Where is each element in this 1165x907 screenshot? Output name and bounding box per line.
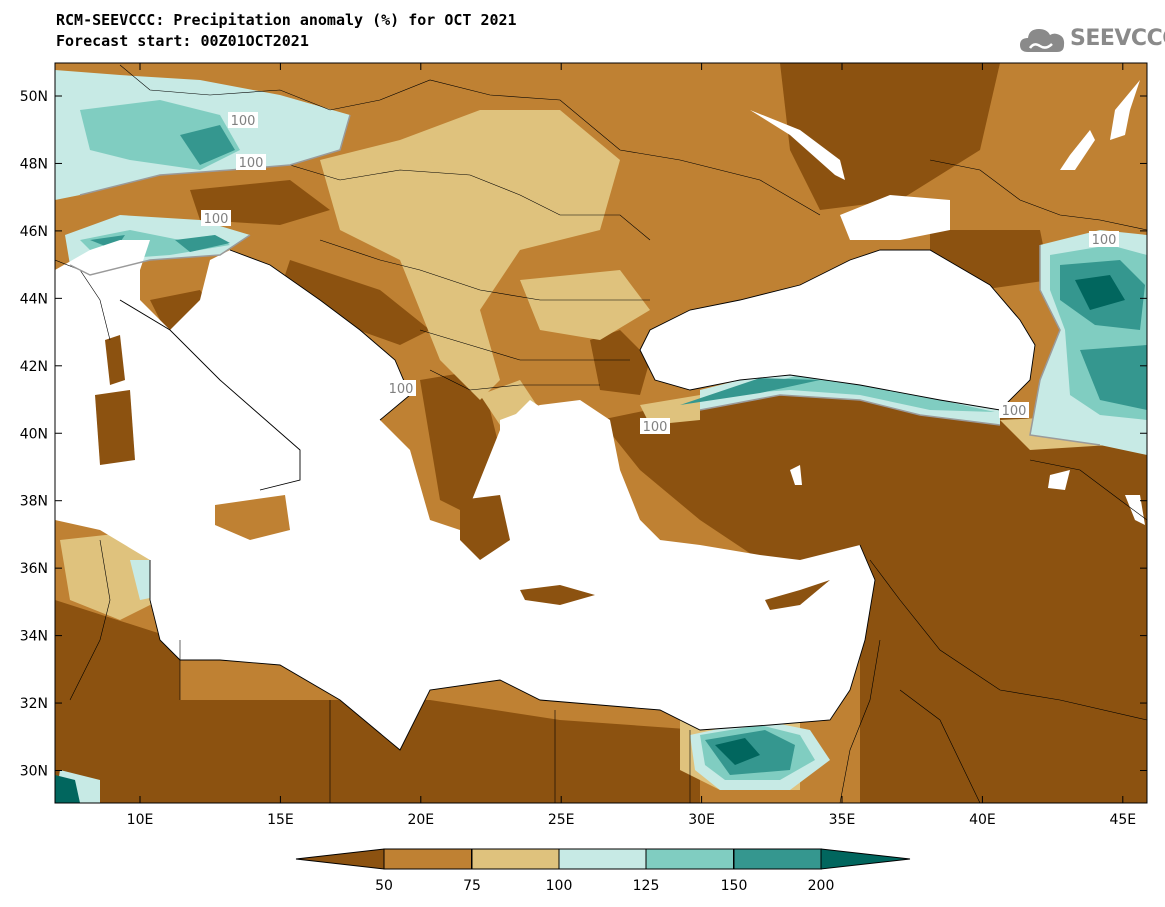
svg-text:100: 100 [389,382,414,397]
legend-swatch [645,848,734,870]
legend-swatch [558,848,647,870]
lat-label: 46N [20,224,48,240]
contour-label: 100 [386,380,416,397]
contour-label: 100 [201,210,231,227]
lon-label: 20E [407,812,434,828]
legend-tick-label: 150 [721,878,748,894]
latitude-axis: 50N 48N 46N 44N 42N 40N 38N 36N 34N 32N 30N [20,89,1147,780]
svg-text:100: 100 [1092,233,1117,248]
lon-label: 45E [1109,812,1136,828]
svg-text:100: 100 [204,212,229,227]
lat-label: 36N [20,561,48,577]
title-line-1: RCM-SEEVCCC: Precipitation anomaly (%) f… [56,11,517,29]
lon-label: 30E [688,812,715,828]
legend-swatch [733,848,822,870]
lat-label: 38N [20,494,48,510]
svg-text:100: 100 [1002,404,1027,419]
legend-colorbar: 50 75 100 125 150 200 [295,848,911,894]
lat-label: 32N [20,696,48,712]
svg-text:100: 100 [239,156,264,171]
lon-label: 40E [969,812,996,828]
longitude-axis: 10E 15E 20E 25E 30E 35E 40E 45E [127,63,1136,828]
anomaly-above-200 [55,275,1125,803]
lon-label: 25E [548,812,575,828]
country-borders [55,64,1147,803]
contour-label: 100 [999,402,1029,419]
lat-label: 34N [20,629,48,645]
legend-swatch [471,848,560,870]
lat-label: 50N [20,89,48,105]
svg-text:100: 100 [643,420,668,435]
title-line-2: Forecast start: 00Z01OCT2021 [56,32,309,50]
legend-tick-label: 200 [808,878,835,894]
seevccc-logo: SEEVCCC [1018,20,1165,60]
legend-swatch [295,848,385,870]
contour-label: 100 [228,112,258,129]
contour-label: 100 [236,154,266,171]
legend-tick-label: 100 [546,878,573,894]
map-title: RCM-SEEVCCC: Precipitation anomaly (%) f… [56,10,517,52]
contour-labels: 100 100 100 100 100 100 100 [201,112,1119,435]
lat-label: 44N [20,291,48,307]
logo-text: SEEVCCC [1070,26,1165,51]
legend-tick-label: 50 [375,878,393,894]
legend-tick-label: 75 [463,878,481,894]
contour-label: 100 [640,418,670,435]
legend-swatch [383,848,472,870]
cloud-icon [1020,29,1065,52]
islands [95,335,830,610]
contour-label: 100 [1089,231,1119,248]
lat-label: 48N [20,156,48,172]
svg-text:100: 100 [231,114,256,129]
lon-label: 15E [267,812,294,828]
sea-mask [55,80,1145,750]
lon-label: 10E [127,812,154,828]
lat-label: 42N [20,359,48,375]
lat-label: 40N [20,426,48,442]
legend-swatch [820,848,911,870]
lat-label: 30N [20,764,48,780]
lon-label: 35E [829,812,856,828]
legend-tick-label: 125 [633,878,660,894]
